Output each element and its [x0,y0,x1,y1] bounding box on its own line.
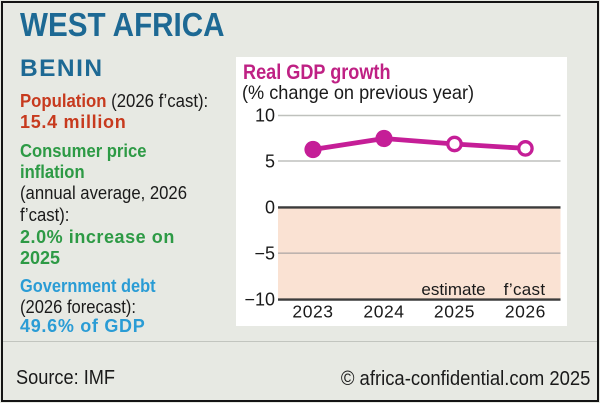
svg-text:2023: 2023 [292,302,333,322]
svg-text:0: 0 [265,197,275,217]
svg-text:5: 5 [265,151,275,171]
svg-text:2024: 2024 [363,302,404,322]
svg-text:10: 10 [255,106,275,126]
svg-text:2025: 2025 [434,302,475,322]
svg-text:−10: −10 [244,290,275,310]
svg-text:estimate: estimate [421,280,485,299]
svg-text:−5: −5 [254,244,275,264]
svg-text:2026: 2026 [505,302,546,322]
svg-text:f’cast: f’cast [504,280,546,299]
